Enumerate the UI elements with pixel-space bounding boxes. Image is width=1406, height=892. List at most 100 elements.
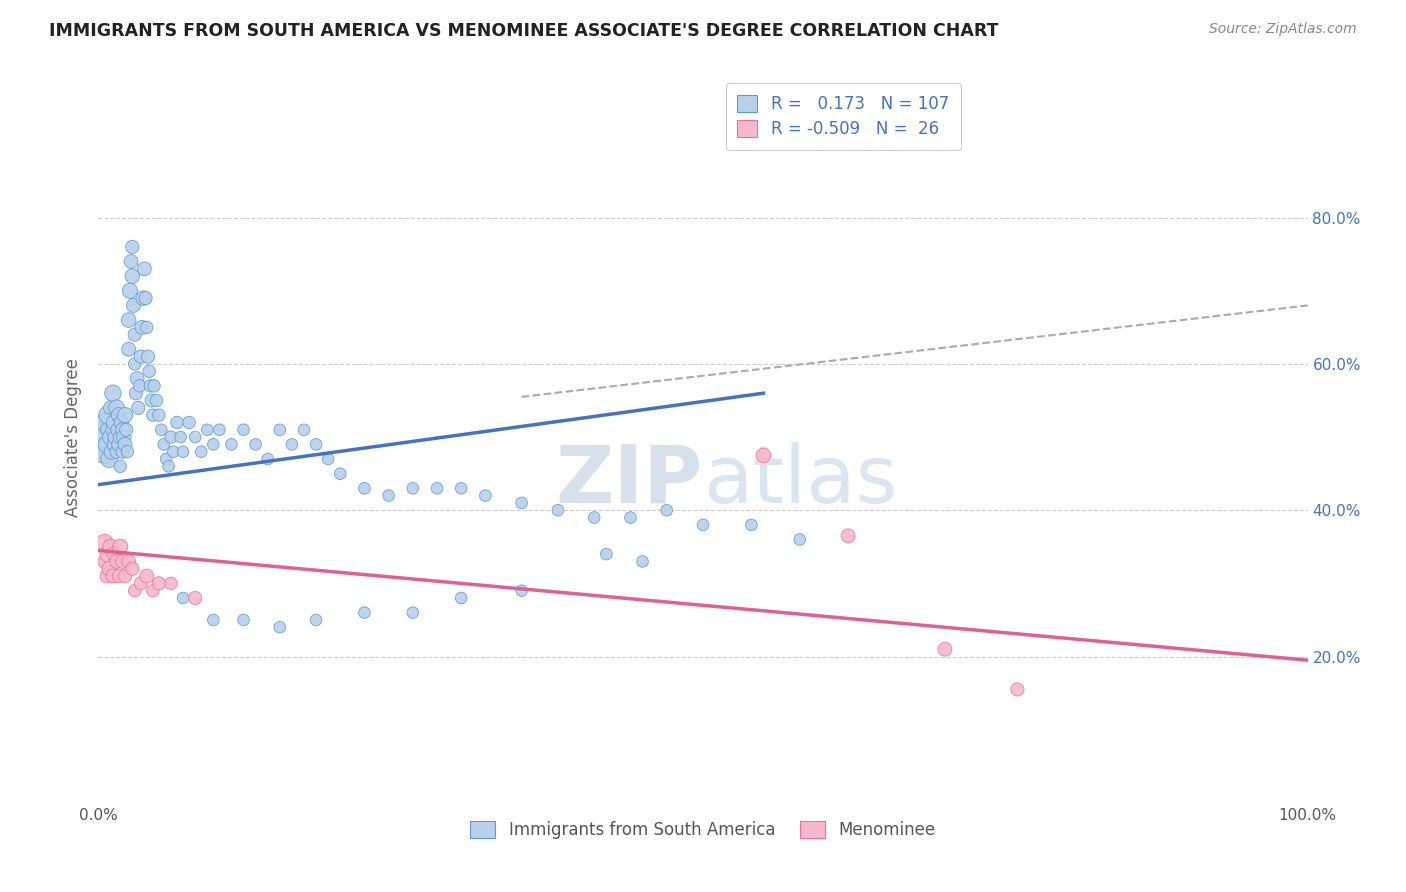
Point: [97, 408, 120, 422]
Point: [98, 562, 121, 576]
Point: [108, 569, 131, 583]
Point: [179, 416, 201, 430]
Point: [143, 379, 166, 393]
Point: [169, 430, 191, 444]
Point: [595, 547, 617, 561]
Point: [127, 371, 149, 385]
Point: [124, 327, 146, 342]
Point: [184, 591, 207, 605]
Point: [160, 430, 183, 444]
Point: [132, 291, 155, 305]
Point: [94, 554, 117, 568]
Point: [202, 437, 225, 451]
Point: [118, 313, 141, 327]
Point: [152, 437, 174, 451]
Point: [100, 540, 122, 554]
Point: [118, 554, 141, 568]
Point: [305, 437, 328, 451]
Point: [789, 533, 811, 547]
Point: [114, 408, 136, 422]
Point: [353, 481, 375, 495]
Text: ZIP: ZIP: [555, 442, 703, 520]
Point: [619, 510, 641, 524]
Point: [108, 408, 131, 422]
Point: [281, 437, 304, 451]
Legend: Immigrants from South America, Menominee: Immigrants from South America, Menominee: [464, 814, 942, 846]
Point: [172, 591, 194, 605]
Point: [292, 423, 315, 437]
Point: [148, 576, 170, 591]
Point: [134, 261, 156, 276]
Point: [97, 423, 120, 437]
Point: [98, 452, 121, 467]
Point: [118, 284, 141, 298]
Point: [377, 489, 399, 503]
Point: [100, 401, 122, 415]
Point: [93, 536, 115, 550]
Point: [510, 496, 533, 510]
Point: [111, 423, 134, 437]
Point: [103, 416, 125, 430]
Point: [136, 350, 159, 364]
Point: [125, 386, 148, 401]
Point: [150, 423, 173, 437]
Point: [1007, 682, 1029, 697]
Point: [157, 459, 180, 474]
Point: [450, 591, 472, 605]
Y-axis label: Associate's Degree: Associate's Degree: [65, 358, 83, 516]
Point: [108, 430, 131, 444]
Point: [121, 562, 143, 576]
Point: [111, 554, 134, 568]
Point: [101, 386, 124, 401]
Point: [269, 620, 291, 634]
Point: [96, 569, 118, 583]
Point: [166, 416, 188, 430]
Point: [329, 467, 352, 481]
Point: [184, 430, 207, 444]
Point: [103, 437, 125, 451]
Point: [190, 444, 212, 458]
Point: [121, 240, 143, 254]
Point: [105, 554, 128, 568]
Point: [208, 423, 231, 437]
Point: [129, 576, 152, 591]
Point: [142, 408, 165, 422]
Point: [105, 401, 128, 415]
Point: [138, 364, 160, 378]
Point: [139, 379, 162, 393]
Point: [155, 452, 177, 467]
Point: [101, 569, 124, 583]
Point: [93, 444, 115, 458]
Point: [100, 444, 122, 458]
Point: [108, 437, 131, 451]
Point: [402, 606, 425, 620]
Point: [655, 503, 678, 517]
Point: [121, 269, 143, 284]
Point: [269, 423, 291, 437]
Point: [474, 489, 496, 503]
Point: [118, 343, 141, 357]
Point: [122, 298, 145, 312]
Point: [103, 547, 125, 561]
Point: [305, 613, 328, 627]
Point: [402, 481, 425, 495]
Point: [93, 430, 115, 444]
Point: [510, 583, 533, 598]
Point: [110, 416, 132, 430]
Point: [115, 423, 138, 437]
Point: [101, 423, 124, 437]
Point: [129, 350, 152, 364]
Point: [692, 517, 714, 532]
Point: [202, 613, 225, 627]
Point: [148, 408, 170, 422]
Point: [135, 320, 157, 334]
Text: IMMIGRANTS FROM SOUTH AMERICA VS MENOMINEE ASSOCIATE'S DEGREE CORRELATION CHART: IMMIGRANTS FROM SOUTH AMERICA VS MENOMIN…: [49, 22, 998, 40]
Point: [141, 393, 163, 408]
Point: [142, 583, 165, 598]
Point: [316, 452, 339, 467]
Text: atlas: atlas: [703, 442, 897, 520]
Point: [135, 569, 157, 583]
Point: [232, 423, 254, 437]
Point: [131, 320, 153, 334]
Point: [135, 291, 157, 305]
